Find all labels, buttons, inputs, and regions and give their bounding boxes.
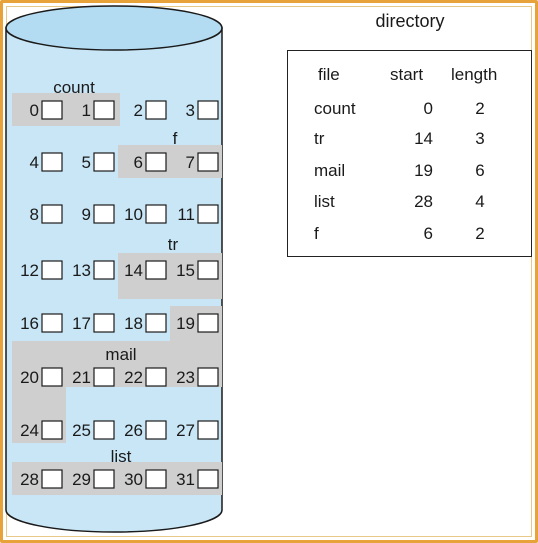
disk-block xyxy=(41,420,63,440)
header-start: start xyxy=(390,65,424,84)
file-label-tr: tr xyxy=(168,235,179,254)
header-file: file xyxy=(318,65,340,84)
disk-block xyxy=(93,260,115,280)
directory-cell-start: 6 xyxy=(423,224,433,243)
directory-cell-file: f xyxy=(314,224,319,243)
disk-block xyxy=(41,367,63,387)
block-number: 26 xyxy=(124,421,143,440)
directory-table: file start length count 0 2 tr 14 3 mail 19 6 lis… xyxy=(287,50,532,257)
block-number: 24 xyxy=(20,421,39,440)
disk-block xyxy=(197,313,219,333)
block-number: 20 xyxy=(20,368,39,387)
disk-block xyxy=(93,469,115,489)
block-number: 25 xyxy=(72,421,91,440)
block-number: 23 xyxy=(176,368,195,387)
block-number: 12 xyxy=(20,261,39,280)
disk-block xyxy=(41,260,63,280)
directory-cell-start: 0 xyxy=(423,99,433,118)
directory-cell-file: tr xyxy=(314,129,325,148)
block-number: 22 xyxy=(124,368,143,387)
disk-block xyxy=(41,204,63,224)
disk-block xyxy=(197,204,219,224)
directory-cell-start: 19 xyxy=(414,161,433,180)
block-number: 11 xyxy=(177,205,195,224)
block-number: 18 xyxy=(124,314,143,333)
disk-block xyxy=(93,367,115,387)
directory-cell-length: 6 xyxy=(475,161,485,180)
disk-block xyxy=(93,204,115,224)
block-number: 9 xyxy=(82,205,91,224)
directory-title: directory xyxy=(375,11,445,31)
disk-block xyxy=(145,152,167,172)
file-label-mail: mail xyxy=(105,345,136,364)
block-number: 21 xyxy=(72,368,91,387)
disk-block xyxy=(93,152,115,172)
directory-cell-start: 28 xyxy=(414,192,433,211)
directory-cell-length: 3 xyxy=(475,129,485,148)
file-label-f: f xyxy=(173,129,178,148)
block-number: 7 xyxy=(186,153,195,172)
disk-block xyxy=(145,260,167,280)
block-number: 6 xyxy=(134,153,143,172)
disk-block xyxy=(145,204,167,224)
block-number: 2 xyxy=(134,101,143,120)
block-number: 15 xyxy=(176,261,195,280)
disk-block xyxy=(145,420,167,440)
disk-block xyxy=(197,260,219,280)
disk-block xyxy=(93,420,115,440)
header-length: length xyxy=(451,65,498,84)
directory-cell-file: list xyxy=(314,192,335,211)
disk-block xyxy=(145,100,167,120)
block-number: 1 xyxy=(82,101,91,120)
block-number: 3 xyxy=(186,101,195,120)
directory-cell-length: 4 xyxy=(475,192,485,211)
block-number: 29 xyxy=(72,470,91,489)
directory-cell-file: count xyxy=(314,99,356,118)
block-number: 19 xyxy=(176,314,195,333)
directory-cell-length: 2 xyxy=(475,224,485,243)
file-labels: count f tr mail list xyxy=(53,78,178,466)
disk-block xyxy=(197,420,219,440)
directory-cell-file: mail xyxy=(314,161,346,180)
disk-block xyxy=(197,152,219,172)
block-number: 27 xyxy=(176,421,195,440)
block-number: 31 xyxy=(176,470,195,489)
disk-block xyxy=(145,367,167,387)
block-number: 4 xyxy=(30,153,39,172)
block-number: 14 xyxy=(124,261,143,280)
block-number: 17 xyxy=(72,314,91,333)
disk-block xyxy=(145,469,167,489)
file-label-list: list xyxy=(111,447,132,466)
block-number: 10 xyxy=(124,205,143,224)
disk-block xyxy=(93,100,115,120)
block-number: 0 xyxy=(30,101,39,120)
block-number: 8 xyxy=(30,205,39,224)
disk-block xyxy=(41,469,63,489)
block-number: 16 xyxy=(20,314,39,333)
file-label-count: count xyxy=(53,78,95,97)
disk-block xyxy=(41,152,63,172)
disk-block xyxy=(145,313,167,333)
disk-block xyxy=(197,100,219,120)
disk-block xyxy=(197,367,219,387)
block-number: 30 xyxy=(124,470,143,489)
directory-cell-start: 14 xyxy=(414,129,433,148)
block-number: 5 xyxy=(82,153,91,172)
disk-block xyxy=(93,313,115,333)
block-number: 13 xyxy=(72,261,91,280)
disk-block xyxy=(41,313,63,333)
disk-block xyxy=(41,100,63,120)
block-number: 28 xyxy=(20,470,39,489)
disk-block xyxy=(197,469,219,489)
disk-cylinder-top xyxy=(5,5,223,51)
directory-cell-length: 2 xyxy=(475,99,485,118)
